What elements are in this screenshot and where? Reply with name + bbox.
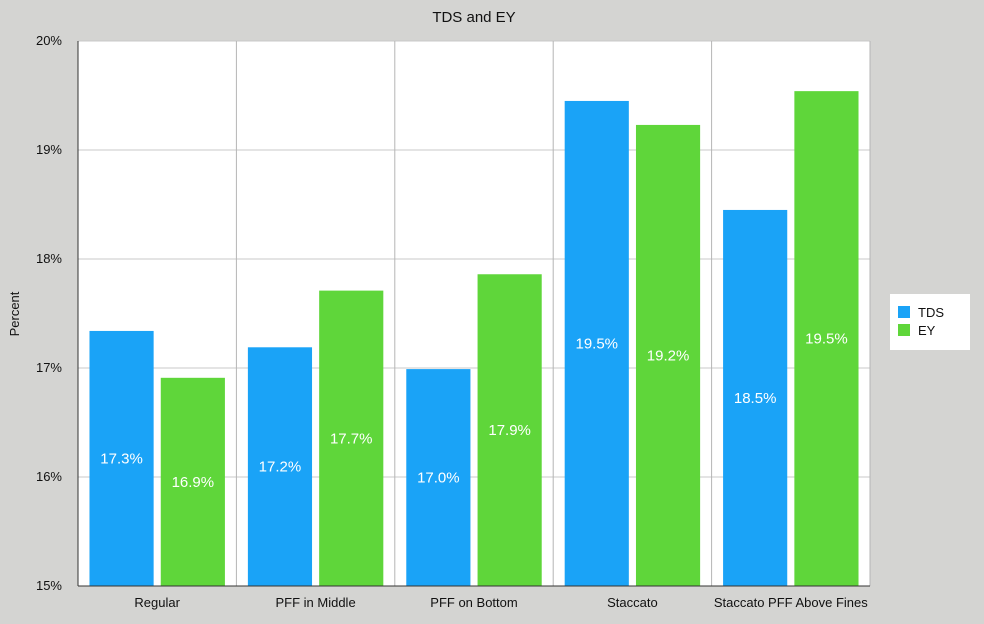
y-tick-label: 19%	[36, 142, 62, 157]
data-label: 19.2%	[647, 347, 690, 364]
y-tick-label: 20%	[36, 33, 62, 48]
y-axis-ticks: 15% 16% 17% 18% 19% 20%	[36, 33, 62, 593]
y-axis-label: Percent	[7, 291, 22, 336]
legend-label-ey: EY	[918, 323, 936, 338]
bar-tds	[723, 209, 788, 586]
y-tick-label: 17%	[36, 360, 62, 375]
x-category-label: Regular	[134, 595, 180, 610]
y-tick-label: 16%	[36, 469, 62, 484]
bar-ey	[319, 290, 384, 586]
bar-tds	[564, 100, 629, 586]
bar-ey	[635, 124, 701, 587]
legend-swatch-tds	[898, 306, 910, 318]
bar-ey	[477, 274, 542, 586]
x-category-label: PFF in Middle	[275, 595, 355, 610]
bar-ey	[794, 91, 859, 586]
data-label: 18.5%	[734, 390, 777, 407]
legend-box	[890, 294, 970, 350]
gridlines	[77, 40, 871, 586]
data-label: 17.3%	[100, 450, 143, 467]
data-label: 17.0%	[417, 470, 460, 487]
bar-ey	[160, 377, 225, 586]
legend-swatch-ey	[898, 324, 910, 336]
x-category-label: PFF on Bottom	[430, 595, 517, 610]
data-label: 19.5%	[805, 331, 848, 348]
legend: TDS EY	[890, 294, 970, 350]
legend-label-tds: TDS	[918, 305, 944, 320]
data-label: 17.2%	[259, 459, 302, 476]
chart-title: TDS and EY	[432, 9, 515, 26]
data-label: 17.9%	[488, 422, 531, 439]
data-label: 17.7%	[330, 430, 373, 447]
bar-tds	[89, 330, 154, 586]
bars: 17.3% 16.9% 17.2% 17.7% 17.0% 17.9% 19.5% 19.2%…	[89, 91, 859, 587]
data-label: 19.5%	[575, 335, 618, 352]
data-label: 16.9%	[172, 474, 215, 491]
y-tick-label: 18%	[36, 251, 62, 266]
y-tick-label: 15%	[36, 578, 62, 593]
bar-tds	[406, 369, 471, 586]
x-axis-categories: Regular PFF in Middle PFF on Bottom Staccat…	[134, 595, 868, 610]
x-category-label: Staccato	[607, 595, 658, 610]
bar-tds	[247, 347, 313, 586]
x-category-label: Staccato PFF Above Fines	[714, 595, 868, 610]
